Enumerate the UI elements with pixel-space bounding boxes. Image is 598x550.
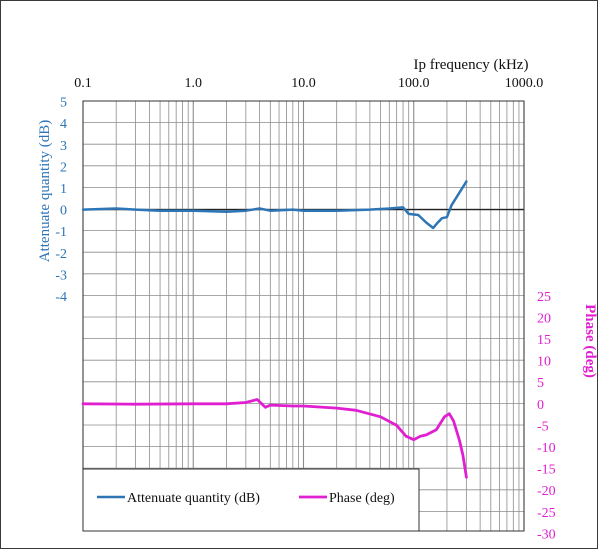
left-y-axis-title: Attenuate quantity (dB) (37, 120, 53, 262)
x-tick-label: 10.0 (291, 76, 316, 91)
x-axis-title: Ip frequency (kHz) (414, 57, 529, 73)
left-y-tick-label: -1 (55, 225, 67, 240)
right-y-axis-title: Phase (deg) (582, 304, 598, 378)
phase-series-line (81, 398, 468, 479)
right-y-tick-label: -30 (537, 527, 556, 542)
left-y-tick-label: -2 (55, 247, 67, 262)
left-y-tick-label: 3 (60, 139, 67, 154)
x-tick-label: 0.1 (74, 76, 92, 91)
attenuation-series-line (81, 180, 468, 230)
right-y-tick-label: 10 (537, 355, 551, 370)
legend-label-phase: Phase (deg) (329, 491, 395, 506)
right-y-tick-label: 5 (537, 376, 544, 391)
right-y-tick-label: -10 (537, 441, 556, 456)
right-y-tick-label: -20 (537, 484, 556, 499)
right-y-tick-label: -25 (537, 506, 556, 521)
legend-label-attenuation: Attenuate quantity (dB) (127, 491, 260, 506)
x-tick-label: 100.0 (398, 76, 430, 91)
left-y-tick-label: 5 (60, 96, 67, 111)
left-y-tick-label: 4 (60, 117, 67, 132)
right-y-tick-label: 15 (537, 333, 551, 348)
left-y-tick-label: 1 (60, 182, 67, 197)
right-y-tick-label: 20 (537, 311, 551, 326)
right-y-tick-label: 25 (537, 290, 551, 305)
x-tick-label: 1.0 (185, 76, 203, 91)
left-y-tick-label: 2 (60, 160, 67, 175)
x-tick-label: 1000.0 (505, 76, 544, 91)
right-y-tick-label: 0 (537, 398, 544, 413)
legend-box (82, 468, 420, 532)
left-y-tick-label: -4 (55, 290, 67, 305)
right-y-tick-label: -5 (537, 419, 549, 434)
left-y-tick-label: -3 (55, 268, 67, 283)
left-y-tick-label: 0 (60, 204, 67, 219)
right-y-tick-label: -15 (537, 463, 556, 478)
